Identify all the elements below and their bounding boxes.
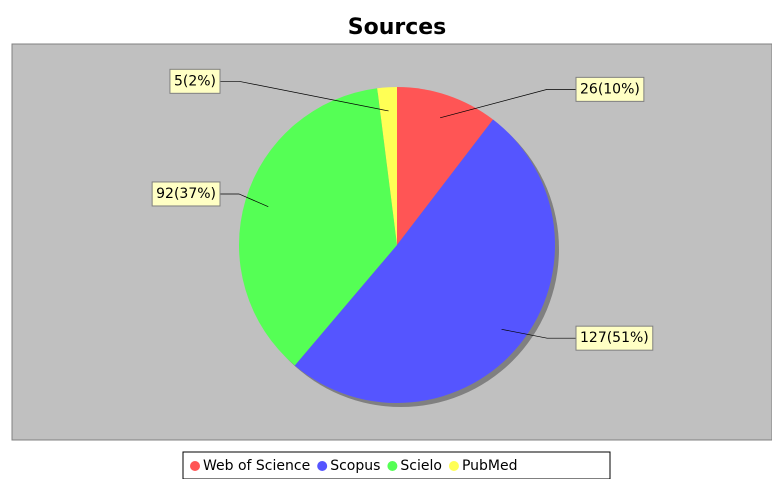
data-label-box bbox=[151, 181, 221, 207]
data-label-text: 26(10%) bbox=[580, 81, 640, 97]
data-label-text: 5(2%) bbox=[174, 73, 216, 89]
chart-title: Sources bbox=[348, 15, 447, 40]
pie-slice bbox=[377, 87, 397, 245]
data-label-box bbox=[575, 325, 654, 351]
legend-marker bbox=[190, 461, 200, 471]
data-label-text: 127(51%) bbox=[580, 330, 649, 346]
label-connector bbox=[220, 80, 389, 112]
legend-label: Scopus bbox=[330, 458, 380, 474]
data-label-box bbox=[169, 68, 221, 94]
pie-slice bbox=[397, 87, 494, 245]
pie-slice bbox=[238, 88, 397, 366]
data-label: 92(37%) bbox=[151, 181, 269, 208]
legend-label: Web of Science bbox=[203, 458, 310, 474]
data-label: 26(10%) bbox=[440, 76, 645, 119]
legend-label: PubMed bbox=[462, 458, 518, 474]
data-label: 127(51%) bbox=[501, 325, 654, 351]
data-label-text: 92(37%) bbox=[156, 186, 216, 202]
label-connector bbox=[220, 193, 269, 208]
data-label-box bbox=[575, 76, 645, 102]
pie-slice bbox=[294, 119, 556, 404]
label-connector bbox=[501, 328, 576, 339]
legend-marker bbox=[448, 461, 459, 471]
legend-label: Scielo bbox=[400, 458, 442, 474]
label-connector bbox=[440, 89, 576, 119]
data-label: 5(2%) bbox=[169, 68, 389, 112]
legend-marker bbox=[317, 461, 328, 471]
legend-marker bbox=[387, 461, 398, 471]
